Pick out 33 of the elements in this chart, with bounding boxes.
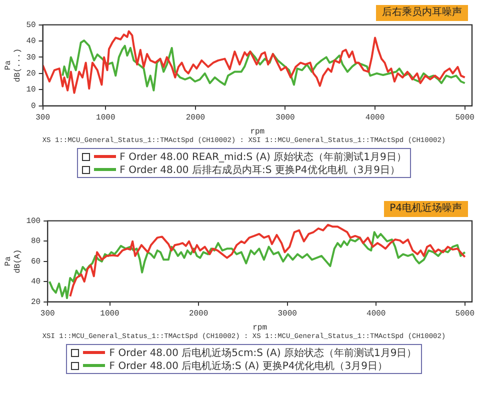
x-tick-label: 5000 — [455, 310, 475, 319]
x-axis-title: rpm — [252, 323, 268, 332]
y-tick-label: 100 — [26, 216, 41, 226]
y-tick-label: 40 — [26, 37, 36, 46]
y-tick-label: 50 — [26, 20, 36, 30]
y-tick-label: 20 — [26, 70, 36, 79]
y-tick-label: 0 — [30, 102, 36, 111]
y-tick-label: 80 — [30, 237, 41, 246]
x-tick-label: 300 — [36, 114, 50, 123]
x-tick-label: 3000 — [278, 310, 298, 319]
x-tick-label: 3000 — [276, 114, 296, 123]
y-tick-label: 30 — [26, 53, 36, 62]
y-tick-label: 60 — [30, 257, 41, 266]
y-tick-label: 20 — [30, 298, 41, 307]
y-tick-label: 10 — [26, 86, 36, 95]
chart-title: P4电机近场噪声 — [384, 201, 468, 217]
y-axis-title: Pa dB(A) — [4, 249, 23, 274]
x-tick-label: 2000 — [186, 114, 206, 123]
x-tick-label: 1000 — [100, 310, 120, 319]
x-tick-label: 1000 — [96, 114, 116, 123]
chart-title: 后右乘员内耳噪声 — [376, 5, 468, 21]
x-axis-title: rpm — [250, 127, 265, 136]
x-tick-label: 2000 — [188, 310, 208, 319]
x-tick-label: 4000 — [365, 114, 385, 123]
x-tick-label: 5000 — [455, 114, 475, 123]
legend-label: F Order 48.00 后电机近场5cm:S (A) 原始状态（年前测试1月9日） — [109, 346, 417, 360]
x-tick-label: 4000 — [366, 310, 386, 319]
legend-label: F Order 48.00 后排右成员内耳:S 更换P4优化电机（3月9日） — [120, 164, 400, 176]
y-axis-title: Pa dB(...) — [4, 48, 23, 82]
x-tick-label: 300 — [40, 310, 55, 319]
legend-label: F Order 48.00 REAR_mid:S (A) 原始状态（年前测试1月9日） — [120, 150, 406, 164]
legend-label: F Order 48.00 后电机近场:S (A) 更换P4优化电机（3月9日） — [109, 360, 388, 372]
y-tick-label: 40 — [30, 278, 41, 287]
